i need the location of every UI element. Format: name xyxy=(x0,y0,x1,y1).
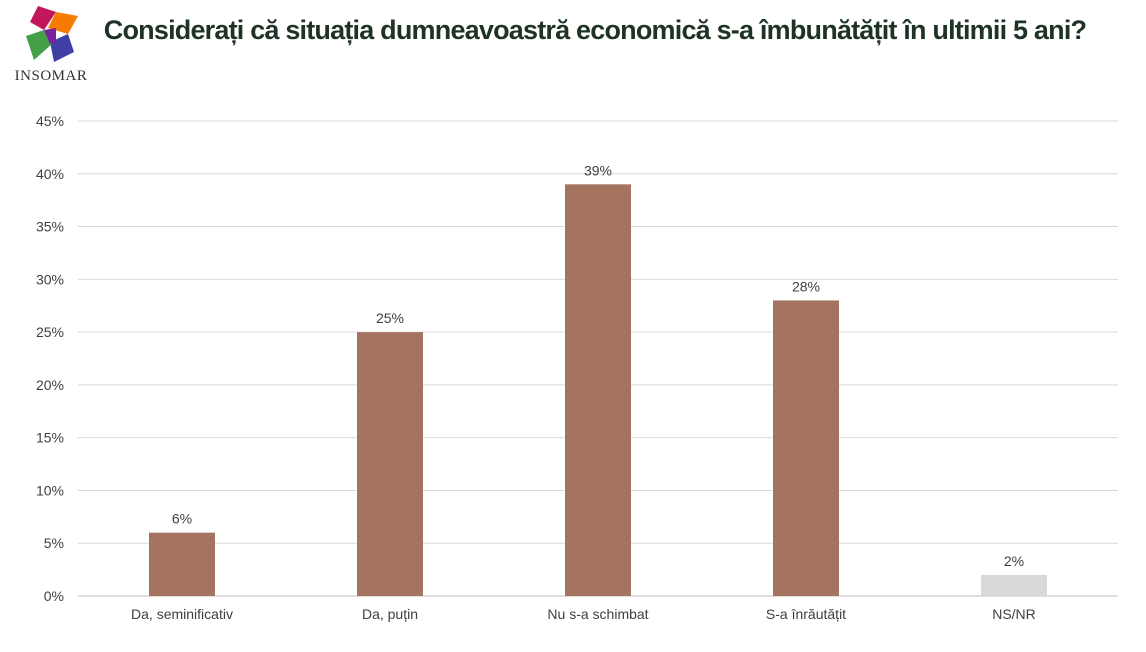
x-tick-label: NS/NR xyxy=(992,606,1036,622)
y-tick-label: 10% xyxy=(36,482,64,498)
y-tick-label: 30% xyxy=(36,271,64,287)
x-tick-label: Nu s-a schimbat xyxy=(547,606,648,622)
data-label: 6% xyxy=(172,511,192,527)
chart-title: Considerați că situația dumneavoastră ec… xyxy=(103,15,1087,45)
bar xyxy=(981,574,1047,596)
y-tick-label: 0% xyxy=(44,588,64,604)
data-label: 39% xyxy=(584,162,612,178)
y-tick-label: 25% xyxy=(36,324,64,340)
bar xyxy=(773,300,839,596)
y-tick-label: 45% xyxy=(36,113,64,129)
bar xyxy=(149,532,215,596)
logo-mark-icon xyxy=(26,6,78,62)
logo-text: INSOMAR xyxy=(14,68,88,84)
y-tick-label: 15% xyxy=(36,430,64,446)
y-tick-label: 20% xyxy=(36,377,64,393)
y-tick-label: 40% xyxy=(36,166,64,182)
y-axis-ticks: 0% 5% 10% 15% 20% 25% 30% 35% 40% 45% xyxy=(36,113,64,604)
insomar-logo: INSOMAR xyxy=(8,2,92,86)
bars xyxy=(149,184,1047,597)
y-tick-label: 35% xyxy=(36,219,64,235)
x-tick-label: S-a înrăutățit xyxy=(766,606,846,622)
data-labels: 6% 25% 39% 28% 2% xyxy=(172,162,1024,569)
bar xyxy=(565,184,631,597)
x-axis-ticks: Da, seminificativ Da, puțin Nu s-a schimba… xyxy=(131,606,1036,622)
data-label: 2% xyxy=(1004,553,1024,569)
data-label: 28% xyxy=(792,278,820,294)
x-tick-label: Da, puțin xyxy=(362,606,418,622)
data-label: 25% xyxy=(376,310,404,326)
x-tick-label: Da, seminificativ xyxy=(131,606,233,622)
y-tick-label: 5% xyxy=(44,535,64,551)
bar xyxy=(357,332,423,596)
